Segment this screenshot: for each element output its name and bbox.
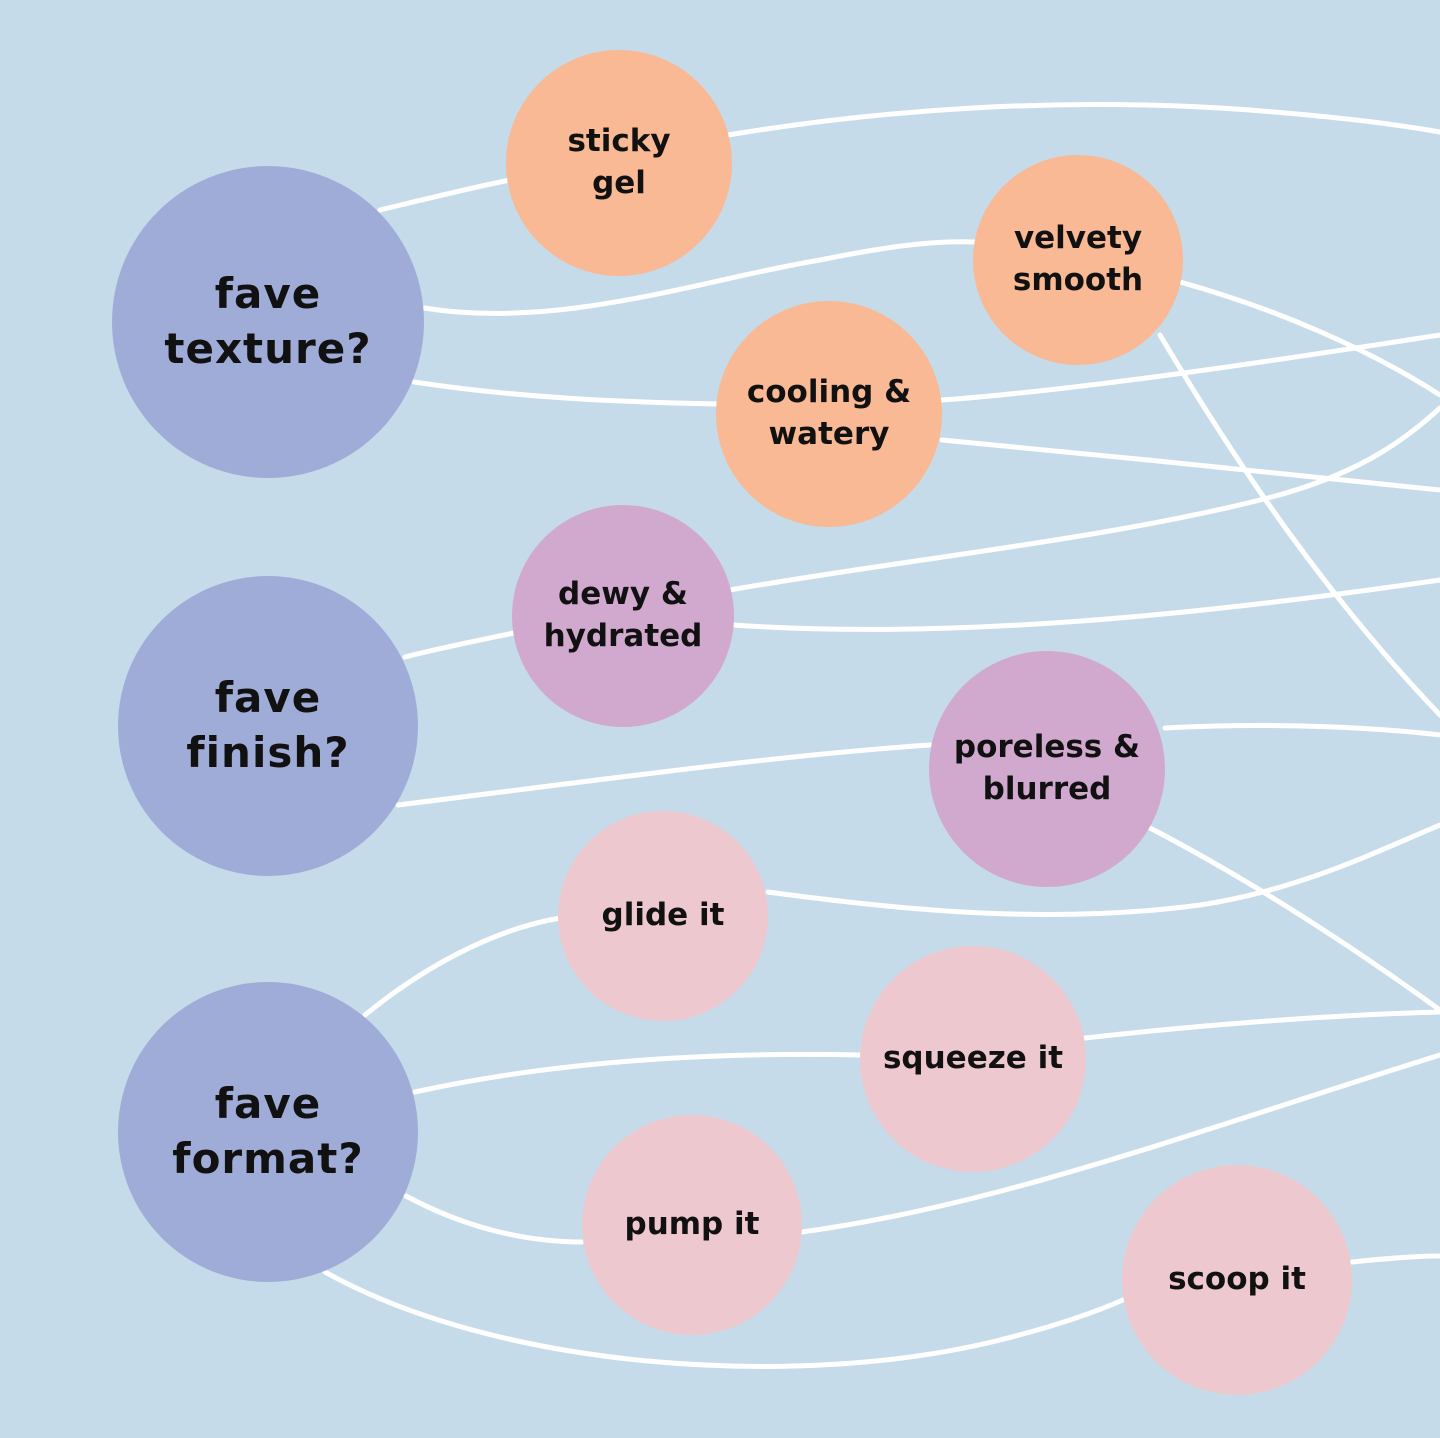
connector-line (402, 630, 517, 660)
answer-squeeze-it-label: squeeze it (882, 1040, 1064, 1077)
answer-poreless-blurred-label: poreless & blurred (953, 729, 1141, 807)
connector-line (765, 822, 1440, 918)
connector-line (377, 177, 513, 213)
connector-line (730, 577, 1440, 632)
question-texture: fave texture? (112, 166, 424, 478)
answer-dewy-hydrated-label: dewy & hydrated (543, 576, 703, 654)
question-format-label: fave format? (172, 1079, 364, 1183)
answer-dewy-hydrated: dewy & hydrated (512, 505, 734, 727)
connector-line (322, 1269, 1126, 1369)
answer-sticky-gel-label: sticky gel (567, 123, 671, 201)
connector-line (1157, 332, 1440, 718)
answer-cooling-watery-label: cooling & watery (746, 374, 912, 452)
connector-line (799, 1052, 1440, 1235)
question-finish-label: fave finish? (186, 673, 350, 777)
connector-line (939, 437, 1440, 493)
connector-line (1162, 723, 1440, 738)
question-texture-label: fave texture? (164, 269, 372, 373)
answer-scoop-it: scoop it (1122, 1165, 1352, 1395)
connector-line (1082, 1009, 1440, 1041)
answer-scoop-it-label: scoop it (1168, 1261, 1306, 1298)
connector-line (725, 101, 1440, 138)
answer-pump-it: pump it (582, 1115, 802, 1335)
answer-velvety-smooth: velvety smooth (973, 155, 1183, 365)
connector-line (1147, 825, 1440, 1013)
connector-line (395, 742, 933, 808)
question-finish: fave finish? (118, 576, 418, 876)
answer-squeeze-it: squeeze it (860, 946, 1086, 1172)
answer-glide-it-label: glide it (601, 897, 725, 934)
connector-line (939, 332, 1440, 403)
connector-line (727, 405, 1440, 593)
answer-velvety-smooth-label: velvety smooth (1012, 220, 1144, 298)
connector-line (362, 915, 563, 1018)
connector-line (421, 239, 978, 316)
connector-line (412, 1051, 863, 1095)
connector-line (1349, 1253, 1440, 1265)
connector-line (411, 379, 721, 407)
answer-sticky-gel: sticky gel (506, 50, 732, 276)
question-format: fave format? (118, 982, 418, 1282)
answer-glide-it: glide it (558, 811, 768, 1021)
answer-cooling-watery: cooling & watery (716, 301, 942, 527)
answer-poreless-blurred: poreless & blurred (929, 651, 1165, 887)
connector-line (403, 1193, 585, 1245)
answer-pump-it-label: pump it (624, 1206, 760, 1243)
connector-line (1177, 279, 1440, 398)
